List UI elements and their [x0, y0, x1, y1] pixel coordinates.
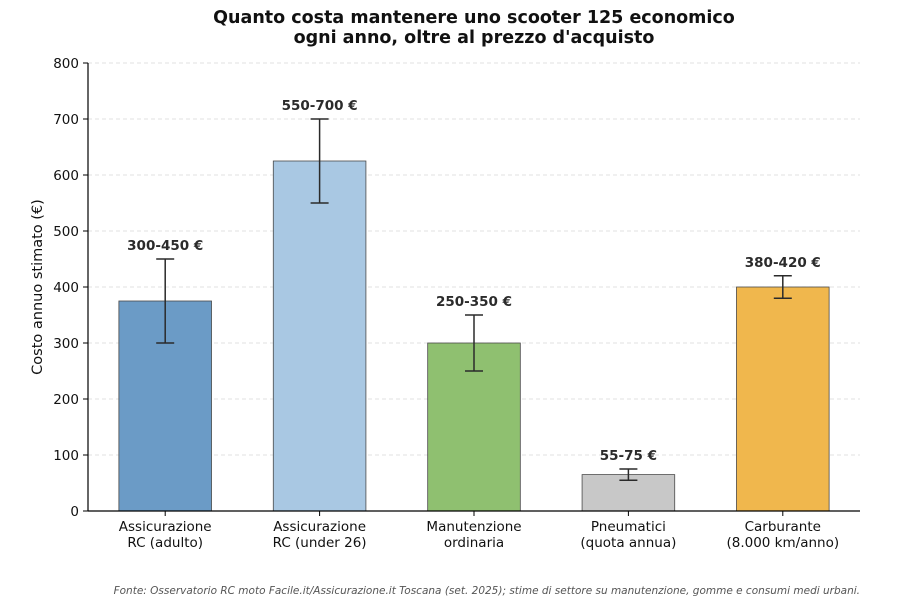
chart-title-line-2: ogni anno, oltre al prezzo d'acquisto [293, 28, 655, 48]
bar-value-label: 550-700 € [282, 98, 358, 114]
bar [736, 286, 830, 512]
x-tick-label: Pneumatici [591, 519, 666, 535]
y-tick-label: 100 [53, 448, 79, 464]
x-tick-label: Manutenzione [426, 519, 521, 535]
x-tick-label: RC (under 26) [273, 535, 367, 551]
chart-title-line-1: Quanto costa mantenere uno scooter 125 e… [213, 8, 735, 28]
y-tick-label: 600 [53, 168, 79, 184]
y-tick-label: 300 [53, 336, 79, 352]
x-tick-label: ordinaria [444, 535, 504, 551]
y-tick-label: 700 [53, 112, 79, 128]
y-axis-label: Costo annuo stimato (€) [30, 199, 46, 375]
y-tick-label: 800 [53, 56, 79, 72]
y-tick-label: 200 [53, 392, 79, 408]
x-tick-label: (8.000 km/anno) [726, 535, 839, 551]
bar-value-label: 380-420 € [745, 255, 821, 271]
bar-value-label: 250-350 € [436, 294, 512, 310]
x-tick-label: (quota annua) [580, 535, 676, 551]
source-note: Fonte: Osservatorio RC moto Facile.it/As… [113, 585, 860, 597]
y-tick-label: 0 [70, 504, 79, 520]
y-tick-label: 400 [53, 280, 79, 296]
x-tick-label: RC (adulto) [127, 535, 203, 551]
bar-value-label: 300-450 € [127, 238, 203, 254]
y-tick-label: 500 [53, 224, 79, 240]
x-tick-label: Assicurazione [273, 519, 366, 535]
x-tick-label: Carburante [745, 519, 821, 535]
bar-value-label: 55-75 € [600, 448, 657, 464]
bar [272, 160, 367, 512]
x-tick-label: Assicurazione [119, 519, 212, 535]
